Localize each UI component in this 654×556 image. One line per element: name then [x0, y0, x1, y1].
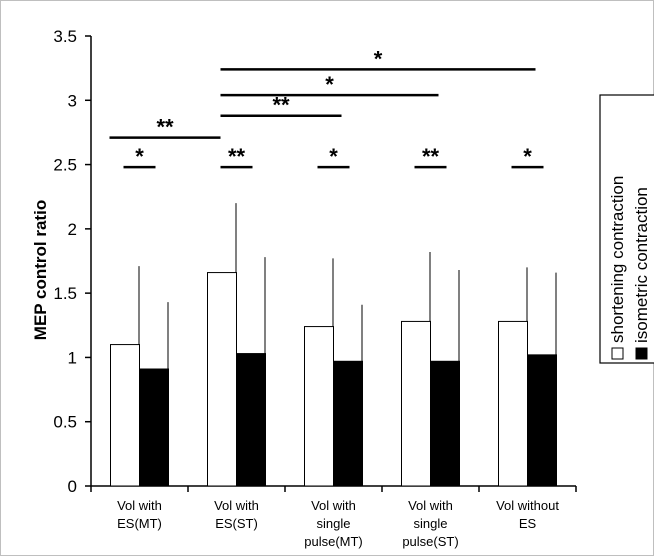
- significance-marker: **: [422, 144, 440, 169]
- y-tick-label: 3: [68, 91, 77, 110]
- x-category-label: Vol with single pulse(MT): [304, 498, 363, 549]
- x-category-line: ES: [519, 516, 537, 531]
- bar-isometric: [333, 360, 363, 487]
- x-category-line: ES(MT): [117, 516, 162, 531]
- y-tick-label: 2.5: [53, 156, 77, 175]
- legend-box: [599, 94, 654, 364]
- legend: shortening contraction isometric contract…: [599, 94, 654, 364]
- legend-entry: isometric contraction: [632, 187, 651, 343]
- y-tick-label: 0: [68, 477, 77, 496]
- x-category-line: ES(ST): [215, 516, 258, 531]
- x-category-label: Vol without ES: [496, 498, 559, 531]
- x-category-line: single: [317, 516, 351, 531]
- y-tick-label: 0.5: [53, 413, 77, 432]
- legend-swatch: [635, 347, 648, 360]
- y-tick-label: 3.5: [53, 27, 77, 46]
- significance-marker: *: [325, 72, 334, 97]
- x-category-line: single: [414, 516, 448, 531]
- x-category-label: Vol with ES(ST): [214, 498, 259, 531]
- y-tick-label: 1: [68, 348, 77, 367]
- x-category-line: Vol with: [311, 498, 356, 513]
- bar-shortening: [498, 320, 528, 487]
- bar-isometric: [527, 354, 557, 487]
- y-tick-label: 1.5: [53, 284, 77, 303]
- legend-entry: shortening contraction: [608, 176, 627, 343]
- significance-marker: **: [272, 93, 290, 118]
- significance-marker: *: [374, 46, 383, 71]
- bar-shortening: [110, 344, 140, 487]
- x-category-label: Vol with single pulse(ST): [402, 498, 458, 549]
- x-category-line: Vol with: [214, 498, 259, 513]
- bar-isometric: [139, 368, 169, 487]
- y-axis-label: MEP control ratio: [31, 200, 50, 340]
- bar-shortening: [304, 326, 334, 487]
- significance-marker: **: [228, 144, 246, 169]
- bar-isometric: [430, 360, 460, 487]
- x-category-line: Vol with: [408, 498, 453, 513]
- x-category-line: pulse(MT): [304, 534, 363, 549]
- x-category-line: Vol with: [117, 498, 162, 513]
- bar-shortening: [401, 320, 431, 487]
- significance-marker: **: [156, 115, 174, 140]
- y-tick-label: 2: [68, 220, 77, 239]
- x-category-line: Vol without: [496, 498, 559, 513]
- bar-shortening: [207, 272, 237, 487]
- bar-isometric: [236, 353, 266, 487]
- legend-swatch: [611, 347, 624, 360]
- significance-marker: *: [135, 144, 144, 169]
- x-category-line: pulse(ST): [402, 534, 458, 549]
- significance-marker: *: [523, 144, 532, 169]
- x-category-label: Vol with ES(MT): [117, 498, 162, 531]
- significance-marker: *: [329, 144, 338, 169]
